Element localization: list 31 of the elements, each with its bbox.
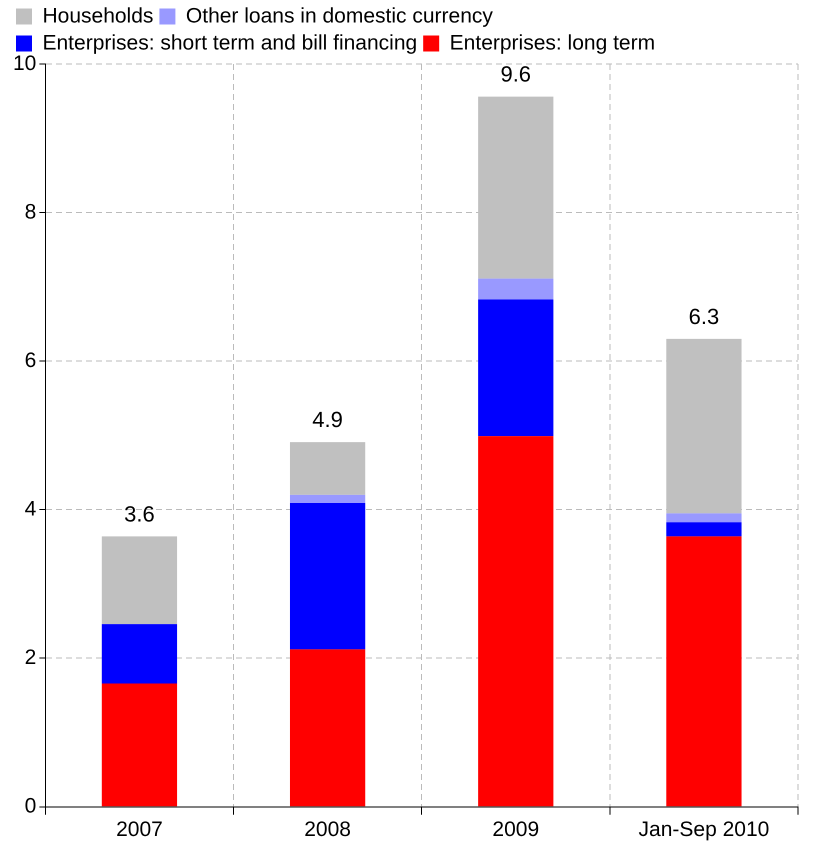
bar xyxy=(666,536,742,806)
total-label: 9.6 xyxy=(500,62,532,87)
y-tick-label: 8 xyxy=(24,200,36,224)
x-tick-label: Jan-Sep 2010 xyxy=(638,818,770,842)
legend-label: Enterprises: long term xyxy=(450,31,656,54)
x-tick-label: 2008 xyxy=(304,818,351,842)
bar xyxy=(478,278,554,300)
x-tick-label: 2009 xyxy=(492,818,540,842)
bar xyxy=(290,649,366,806)
legend-label: Enterprises: short term and bill financing xyxy=(42,31,418,54)
legend-label: Households xyxy=(42,4,154,28)
y-tick-label: 4 xyxy=(24,497,37,520)
bar xyxy=(102,683,178,806)
total-label: 3.6 xyxy=(124,501,155,526)
bar xyxy=(666,513,742,522)
bar xyxy=(290,502,366,650)
bar xyxy=(478,299,554,436)
total-label: 4.9 xyxy=(312,407,343,432)
legend-label: Other loans in domestic currency xyxy=(186,4,494,28)
bar xyxy=(290,442,366,495)
y-tick-label: 2 xyxy=(24,646,36,670)
y-tick-label: 6 xyxy=(24,348,36,372)
bar xyxy=(102,624,178,684)
x-tick-label: 2007 xyxy=(116,818,163,842)
y-tick-label: 0 xyxy=(24,794,36,818)
bar xyxy=(666,522,742,536)
bar xyxy=(478,436,554,806)
bar xyxy=(102,536,178,624)
y-tick-label: 10 xyxy=(13,52,36,75)
total-label: 6.3 xyxy=(688,304,720,329)
bar xyxy=(290,494,366,503)
